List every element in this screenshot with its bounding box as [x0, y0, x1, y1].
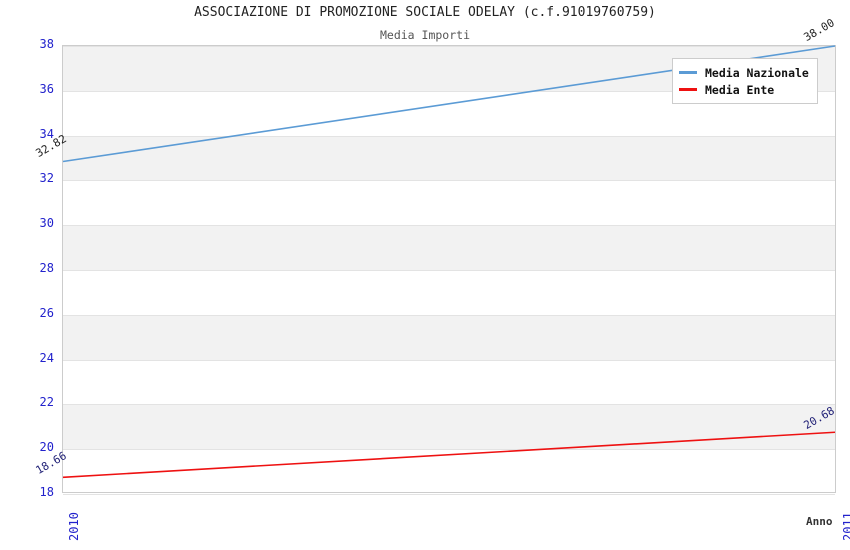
gridline	[63, 270, 835, 271]
legend-item-media-ente[interactable]: Media Ente	[679, 81, 809, 98]
gridline	[63, 314, 835, 316]
gridline	[63, 135, 835, 137]
legend-label-media-ente: Media Ente	[705, 82, 775, 97]
y-tick-label: 26	[39, 305, 54, 320]
gridline	[63, 449, 835, 451]
legend: Media Nazionale Media Ente	[672, 58, 818, 104]
x-tick-label: 2010	[67, 512, 81, 541]
legend-item-media-nazionale[interactable]: Media Nazionale	[679, 64, 809, 81]
x-axis-title: Anno	[806, 515, 833, 528]
y-tick-label: 22	[39, 395, 54, 410]
grid-band	[63, 404, 835, 450]
gridline	[63, 225, 835, 227]
gridline	[63, 494, 835, 495]
y-tick-label: 34	[39, 126, 54, 141]
plot-area	[62, 45, 836, 495]
y-tick-label: 24	[39, 350, 54, 365]
gridline	[63, 46, 835, 47]
gridline	[63, 180, 835, 182]
chart-title: ASSOCIAZIONE DI PROMOZIONE SOCIALE ODELA…	[194, 5, 656, 20]
legend-label-media-nazionale: Media Nazionale	[705, 65, 809, 80]
gridline	[63, 404, 835, 406]
y-tick-label: 18	[39, 485, 54, 499]
series-layer	[62, 45, 836, 479]
gridline	[63, 90, 835, 92]
y-tick-label: 36	[39, 81, 54, 96]
y-tick-label: 32	[39, 171, 54, 186]
x-tick-label: 2011	[841, 512, 850, 541]
y-tick-label: 38	[39, 37, 54, 51]
grid-band	[63, 314, 835, 360]
chart-subtitle: Media Importi	[379, 28, 470, 42]
y-tick-label: 20	[39, 440, 54, 455]
legend-swatch-media-ente	[679, 88, 697, 91]
legend-swatch-media-nazionale	[679, 71, 697, 74]
series-line-media-ente	[62, 431, 836, 479]
grid-band	[63, 225, 835, 270]
y-tick-label: 30	[39, 216, 54, 231]
gridline	[63, 359, 835, 361]
y-tick-label: 28	[39, 261, 54, 275]
